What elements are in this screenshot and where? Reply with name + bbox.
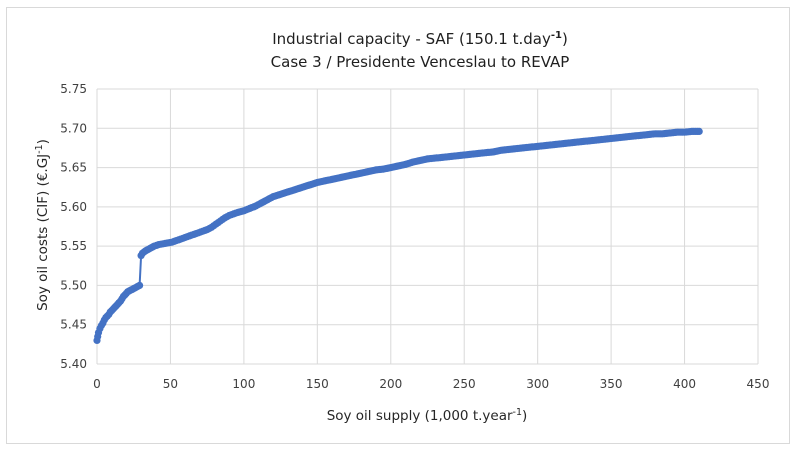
y-tick-labels: 5.40 5.45 5.50 5.55 5.60 5.65 5.70 5.75 xyxy=(60,82,87,371)
chart-frame xyxy=(6,7,790,444)
grid-layer xyxy=(96,88,759,365)
chart-title-line1-end: ) xyxy=(562,30,568,48)
x-axis-title-end: ) xyxy=(522,408,527,424)
x-tick-label: 450 xyxy=(747,377,770,391)
y-tick-label: 5.55 xyxy=(60,239,87,253)
y-tick-label: 5.70 xyxy=(60,121,87,135)
x-tick-label: 100 xyxy=(232,377,255,391)
x-axis-title-main: Soy oil supply (1,000 t.year xyxy=(327,408,513,424)
y-axis-title-end: ) xyxy=(35,139,51,144)
x-tick-label: 150 xyxy=(306,377,329,391)
data-point xyxy=(136,281,144,289)
series-layer xyxy=(93,127,703,344)
y-tick-label: 5.40 xyxy=(60,357,87,371)
x-tick-label: 0 xyxy=(93,377,101,391)
x-tick-label: 300 xyxy=(526,377,549,391)
y-tick-label: 5.50 xyxy=(60,278,87,292)
x-tick-label: 50 xyxy=(163,377,178,391)
y-tick-label: 5.60 xyxy=(60,200,87,214)
y-tick-label: 5.45 xyxy=(60,318,87,332)
y-tick-label: 5.75 xyxy=(60,82,87,96)
y-axis-title: Soy oil costs (CIF) (€.GJ-1) xyxy=(34,139,51,311)
x-tick-labels: 0 50 100 150 200 250 300 350 400 450 xyxy=(93,377,769,391)
x-axis-title: Soy oil supply (1,000 t.year-1) xyxy=(327,407,528,424)
x-tick-label: 400 xyxy=(673,377,696,391)
x-tick-label: 350 xyxy=(600,377,623,391)
x-tick-label: 250 xyxy=(453,377,476,391)
x-tick-label: 200 xyxy=(379,377,402,391)
data-point xyxy=(695,127,703,135)
y-axis-title-main: Soy oil costs (CIF) (€.GJ xyxy=(35,154,51,311)
y-tick-label: 5.65 xyxy=(60,161,87,175)
chart-title-line1-sup: -1 xyxy=(551,30,562,41)
y-axis-title-sup: -1 xyxy=(34,144,45,153)
chart-title-line2: Case 3 / Presidente Venceslau to REVAP xyxy=(271,53,570,71)
chart-title-line1-main: Industrial capacity - SAF (150.1 t.day xyxy=(272,30,551,48)
chart-title-line1: Industrial capacity - SAF (150.1 t.day-1… xyxy=(272,30,568,48)
x-axis-title-sup: -1 xyxy=(513,407,522,418)
